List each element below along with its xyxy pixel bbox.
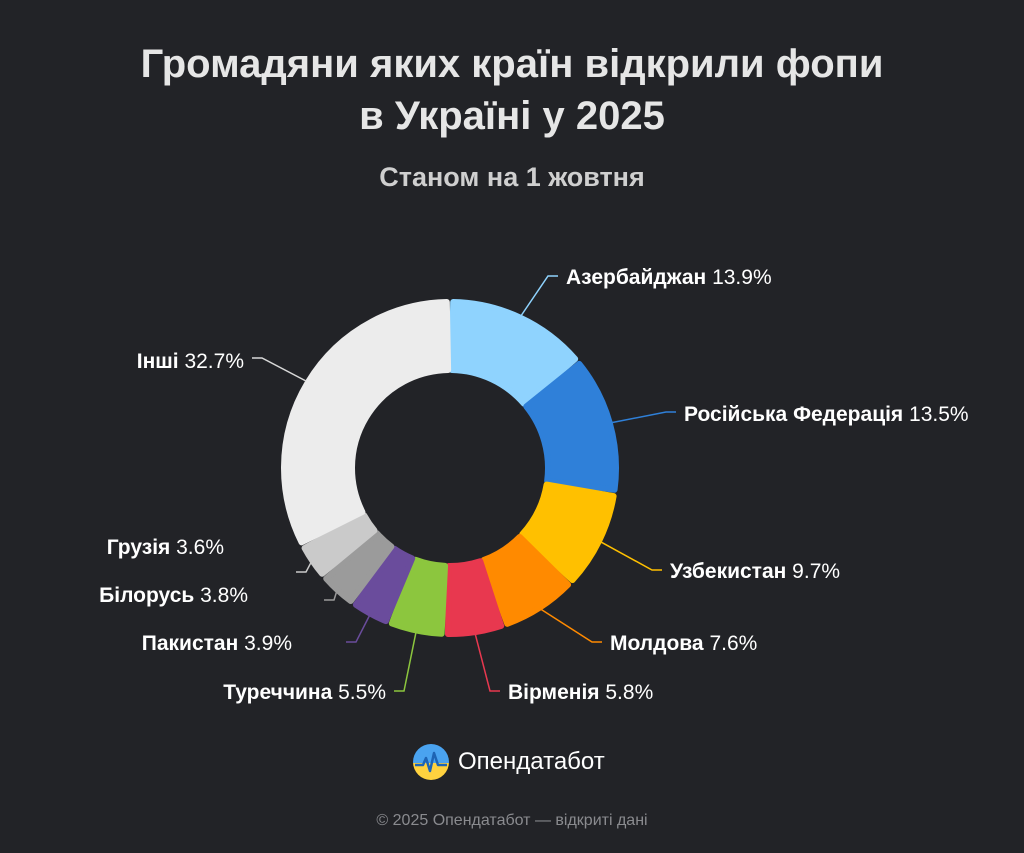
footer-credit: © 2025 Опендатабот — відкриті дані [376,812,648,829]
slice-label-7: Білорусь 3.8% [99,584,248,607]
chart-subtitle: Станом на 1 жовтня [379,162,645,192]
slice-label-value: 3.9% [238,632,292,655]
slice-7 [323,530,395,605]
chart-title-line2: в Україні у 2025 [359,94,665,138]
leader-line-4 [474,633,500,692]
slice-4 [444,558,505,637]
slice-label-value: 3.8% [194,584,248,607]
slice-label-name: Пакистан [142,632,239,655]
leader-line-3 [540,608,602,643]
slice-label-name: Туреччина [223,681,332,704]
slice-label-name: Узбекистан [670,560,786,583]
leader-line-2 [600,541,662,571]
slice-label-value: 5.8% [600,681,654,704]
label-leader-lines [252,275,676,692]
leader-line-6 [346,615,371,643]
slice-label-name: Російська Федерація [684,403,903,426]
slice-8 [301,512,378,577]
slice-label-3: Молдова 7.6% [610,632,757,655]
slice-1 [523,360,619,493]
leader-line-5 [394,632,417,692]
slice-0 [448,299,579,407]
slice-label-5: Туреччина 5.5% [223,681,386,704]
slice-5 [388,556,449,637]
leader-line-1 [611,411,676,424]
slice-label-name: Грузія [107,536,171,559]
brand: Опендатабот [412,742,605,782]
slice-label-value: 32.7% [179,350,244,373]
slice-label-name: Білорусь [99,584,194,607]
slice-label-value: 9.7% [786,560,840,583]
slice-label-6: Пакистан 3.9% [142,632,292,655]
slice-label-name: Вірменія [508,681,600,704]
slice-label-value: 5.5% [332,681,386,704]
slice-label-value: 7.6% [704,632,758,655]
slice-9 [281,299,452,546]
chart-title-line1: Громадяни яких країн відкрили фопи [140,42,884,86]
slice-label-value: 3.6% [170,536,224,559]
slice-6 [352,545,416,625]
chart-title: Громадяни яких країн відкрили фопи в Укр… [0,38,1024,142]
slice-label-value: 13.5% [903,403,968,426]
slice-label-name: Молдова [610,632,704,655]
donut-slices [281,299,619,637]
leader-line-9 [252,357,307,382]
slice-label-1: Російська Федерація 13.5% [684,403,969,426]
slice-label-value: 13.9% [706,266,771,289]
slice-label-name: Інші [137,350,179,373]
slice-2 [519,481,617,584]
brand-name: Опендатабот [458,748,605,775]
slice-labels: Азербайджан 13.9% Російська Федерація 13.… [99,266,968,704]
slice-label-name: Азербайджан [566,266,706,289]
opendatabot-logo-icon [413,744,449,780]
leader-line-8 [296,562,312,573]
slice-label-8: Грузія 3.6% [107,536,224,559]
slice-label-4: Вірменія 5.8% [508,681,653,704]
leader-line-0 [520,275,558,317]
slice-label-2: Узбекистан 9.7% [670,560,840,583]
slice-label-9: Інші 32.7% [137,350,244,373]
slice-label-0: Азербайджан 13.9% [566,266,772,289]
slice-3 [480,533,572,627]
leader-line-7 [324,591,338,601]
